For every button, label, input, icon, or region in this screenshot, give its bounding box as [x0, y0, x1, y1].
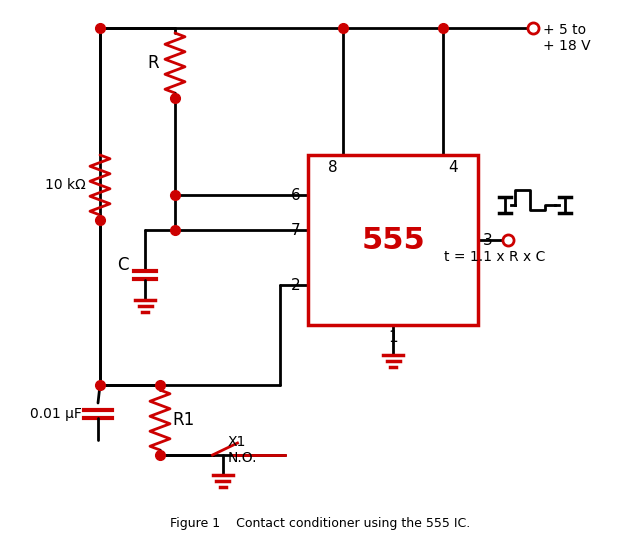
Text: 10 kΩ: 10 kΩ: [45, 178, 85, 192]
Text: 6: 6: [291, 187, 301, 203]
Text: 7: 7: [291, 223, 301, 238]
Text: 4: 4: [448, 159, 458, 174]
Text: 555: 555: [361, 225, 425, 255]
Text: C: C: [117, 256, 129, 274]
Text: 1: 1: [388, 330, 398, 345]
Text: R1: R1: [172, 411, 194, 429]
Text: 8: 8: [328, 159, 338, 174]
Text: X1
N.O.: X1 N.O.: [228, 435, 257, 465]
Text: 2: 2: [291, 278, 301, 293]
Text: 3: 3: [483, 233, 493, 248]
Text: + 5 to
+ 18 V: + 5 to + 18 V: [543, 23, 590, 53]
Text: Figure 1    Contact conditioner using the 555 IC.: Figure 1 Contact conditioner using the 5…: [170, 517, 470, 530]
Bar: [308, 155, 478, 325]
Text: 0.01 µF: 0.01 µF: [30, 407, 82, 421]
Text: t = 1.1 x R x C: t = 1.1 x R x C: [444, 250, 545, 264]
Text: R: R: [147, 54, 159, 72]
